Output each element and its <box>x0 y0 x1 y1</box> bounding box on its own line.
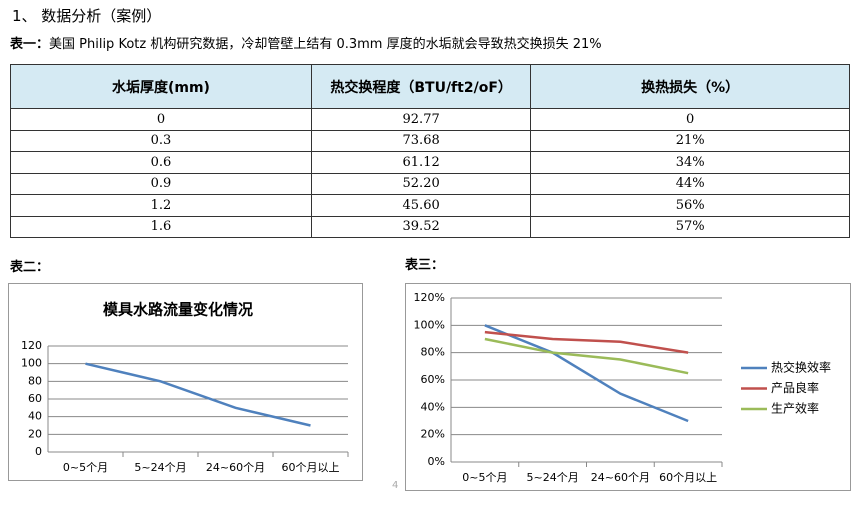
y-tick-label: 20% <box>421 428 445 441</box>
table-cell: 1.2 <box>10 194 312 217</box>
heading: 1、 数据分析（案例） <box>12 7 162 25</box>
table-row: 1.6 39.52 57% <box>10 215 850 238</box>
table-cell: 56% <box>530 194 850 217</box>
y-tick-label: 20 <box>28 427 42 440</box>
y-tick-label: 120% <box>414 291 445 304</box>
table-cell: 0.3 <box>10 129 312 152</box>
table-cell: 73.68 <box>310 129 532 152</box>
x-tick-label: 0~5个月 <box>462 471 507 484</box>
chart-frame <box>405 283 851 491</box>
data-table: 水垢厚度(mm) 热交换程度（BTU/ft2/oF） 换热损失（%） 0 92.77 0 0… <box>10 64 850 238</box>
y-tick-label: 80% <box>421 346 445 359</box>
table-cell: 61.12 <box>310 151 532 174</box>
x-tick-label: 60个月以上 <box>282 461 340 474</box>
table-row: 1.2 45.60 56% <box>10 194 850 217</box>
y-tick-label: 60 <box>28 392 42 405</box>
caption: 表一：美国 Philip Kotz 机构研究数据，冷却管壁上结有 0.3mm 厚… <box>10 33 602 52</box>
y-tick-label: 40% <box>421 400 445 413</box>
header-row: 水垢厚度(mm) 热交换程度（BTU/ft2/oF） 换热损失（%） <box>10 64 850 109</box>
header-cell: 换热损失（%） <box>530 64 850 109</box>
table-cell: 39.52 <box>310 215 532 238</box>
table-row: 0.6 61.12 34% <box>10 151 850 174</box>
y-tick-label: 100% <box>414 318 445 331</box>
line-series <box>484 324 689 423</box>
y-tick-label: 0 <box>35 445 42 458</box>
y-tick-label: 120 <box>21 339 42 352</box>
y-tick-label: 100 <box>21 357 42 370</box>
caption-label: 表一： <box>10 37 50 52</box>
table-cell: 21% <box>530 129 850 152</box>
line-series <box>484 330 689 354</box>
table-cell: 1.6 <box>10 215 312 238</box>
legend-label: 生产效率 <box>771 401 819 416</box>
table-cell: 34% <box>530 151 850 174</box>
chart-label: 表二： <box>10 260 50 275</box>
header-cell: 热交换程度（BTU/ft2/oF） <box>310 64 532 109</box>
y-tick-label: 40 <box>28 410 42 423</box>
chart: 模具水路流量变化情况 0 20 40 60 80 100 120 0~5个月 5~24个月 24~6… <box>8 283 363 481</box>
table-cell: 92.77 <box>310 108 532 131</box>
x-tick-label: 24~60个月 <box>206 461 265 474</box>
table-row: 0 92.77 0 <box>10 108 850 131</box>
line-series <box>85 362 311 427</box>
table-cell: 0.6 <box>10 151 312 174</box>
table-cell: 45.60 <box>310 194 532 217</box>
line-series <box>484 337 689 375</box>
table-cell: 44% <box>530 172 850 195</box>
x-tick-label: 60个月以上 <box>659 471 717 484</box>
header-cell: 水垢厚度(mm) <box>10 64 312 109</box>
table-cell: 57% <box>530 215 850 238</box>
chart-label: 表三： <box>405 258 445 273</box>
x-tick-label: 24~60个月 <box>591 471 650 484</box>
caption-text: 美国 Philip Kotz 机构研究数据，冷却管壁上结有 0.3mm 厚度的水… <box>49 37 602 52</box>
chart: 0% 20% 40% 60% 80% 100% 120% 0~5个月 5~24个月 24~60个月… <box>405 283 851 491</box>
y-tick-label: 0% <box>428 455 445 468</box>
x-tick-label: 0~5个月 <box>63 461 108 474</box>
x-tick-label: 5~24个月 <box>134 461 186 474</box>
table-cell: 52.20 <box>310 172 532 195</box>
table-row: 0.9 52.20 44% <box>10 172 850 195</box>
chart-frame <box>8 283 363 481</box>
table-cell: 0 <box>530 108 850 131</box>
page-number: 4 <box>392 480 399 491</box>
y-tick-label: 80 <box>28 374 42 387</box>
x-tick-label: 5~24个月 <box>527 471 579 484</box>
table-row: 0.3 73.68 21% <box>10 129 850 152</box>
table-cell: 0 <box>10 108 312 131</box>
legend-label: 热交换效率 <box>771 360 831 375</box>
table-cell: 0.9 <box>10 172 312 195</box>
y-tick-label: 60% <box>421 373 445 386</box>
chart-title: 模具水路流量变化情况 <box>103 301 253 319</box>
legend-label: 产品良率 <box>771 380 819 395</box>
